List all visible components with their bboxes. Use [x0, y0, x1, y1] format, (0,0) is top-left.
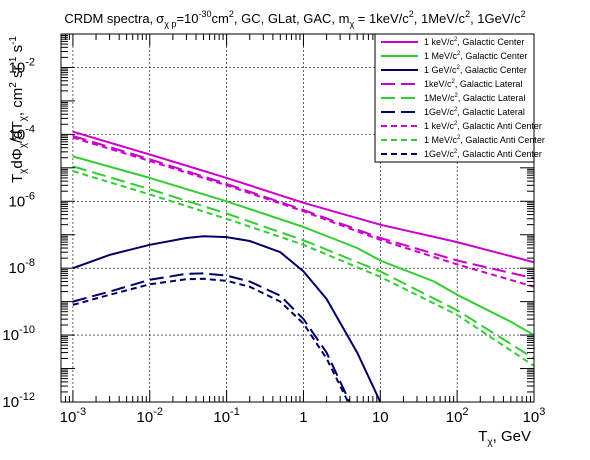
plot-frame: [60, 33, 535, 403]
x-tick-label: 10-1: [213, 406, 239, 426]
y-tick-exp: -6: [25, 190, 35, 202]
legend-label-1: 1 keV/c2, Galactic Center: [424, 37, 524, 47]
y-tick-exp: -4: [25, 123, 35, 135]
y-tick-label: 10-8: [9, 257, 35, 277]
chart-title: CRDM spectra, σχ p=10-30cm2, GC, GLat, GA…: [64, 9, 525, 29]
series-line-6: [72, 272, 351, 402]
y-tick-exp: -12: [19, 391, 35, 403]
y-tick-base: 10: [2, 394, 19, 411]
legend-label-9: 1GeV/c2, Galactic Anti Center: [424, 149, 542, 159]
y-tick-exp: -8: [25, 257, 35, 269]
y-tick-label: 10-2: [9, 56, 35, 76]
x-tick-base: 10: [446, 409, 463, 426]
x-tick-exp: -1: [230, 406, 240, 418]
y-tick-base: 10: [2, 327, 19, 344]
y-tick-exp: -2: [25, 56, 35, 68]
y-tick-base: 10: [9, 59, 26, 76]
series-line-4: [72, 134, 534, 280]
series-line-8: [72, 170, 534, 367]
x-tick-exp: 2: [462, 406, 468, 418]
x-tick-label: 103: [523, 406, 546, 426]
x-tick-label: 10-2: [137, 406, 163, 426]
x-tick-base: 10: [372, 409, 389, 426]
y-tick-base: 10: [9, 126, 26, 143]
y-tick-label: 10-10: [2, 324, 35, 344]
tick-labels: 10-3 10-2 10-1 1 10 102 10310-1210-1010-810-61…: [2, 56, 545, 426]
y-tick-label: 10-12: [2, 391, 35, 411]
y-tick-exp: -10: [19, 324, 35, 336]
legend-label-6: 1GeV/c2, Galactic Lateral: [424, 107, 525, 117]
series-group: [72, 130, 534, 402]
x-tick-base: 10: [60, 409, 77, 426]
x-tick-base: 1: [299, 409, 307, 426]
x-tick-base: 10: [523, 409, 540, 426]
x-tick-exp: -2: [153, 406, 163, 418]
x-tick-label: 1: [299, 409, 307, 426]
x-tick-exp: 3: [539, 406, 545, 418]
series-line-1: [72, 130, 534, 264]
x-axis-label: Tχ, GeV: [478, 428, 531, 448]
legend-label-3: 1 GeV/c2, Galactic Center: [424, 65, 527, 75]
x-tick-label: 10-3: [60, 406, 86, 426]
y-tick-base: 10: [9, 193, 26, 210]
legend-label-8: 1 MeV/c2, Galactic Anti Center: [424, 135, 545, 145]
legend: 1 keV/c2, Galactic Center 1 MeV/c2, Galac…: [374, 33, 545, 163]
legend-label-5: 1MeV/c2, Galactic Lateral: [424, 93, 525, 103]
x-tick-label: 102: [446, 406, 469, 426]
series-line-7: [72, 136, 534, 288]
legend-label-7: 1 keV/c2, Galactic Anti Center: [424, 121, 542, 131]
series-line-9: [72, 277, 350, 402]
series-line-3: [72, 235, 382, 402]
x-tick-label: 10: [372, 409, 389, 426]
series-line-2: [72, 155, 534, 336]
y-tick-base: 10: [9, 260, 26, 277]
legend-label-2: 1 MeV/c2, Galactic Center: [424, 51, 527, 61]
y-tick-label: 10-6: [9, 190, 35, 210]
series-line-5: [72, 165, 534, 360]
x-tick-exp: -3: [76, 406, 86, 418]
y-axis-label: TχdΦχ/dTχ, cm2 sr-1 s-1: [8, 36, 29, 183]
legend-label-4: 1keV/c2, Galactic Lateral: [424, 79, 522, 89]
x-tick-base: 10: [137, 409, 154, 426]
y-tick-label: 10-4: [9, 123, 35, 143]
x-tick-base: 10: [213, 409, 230, 426]
